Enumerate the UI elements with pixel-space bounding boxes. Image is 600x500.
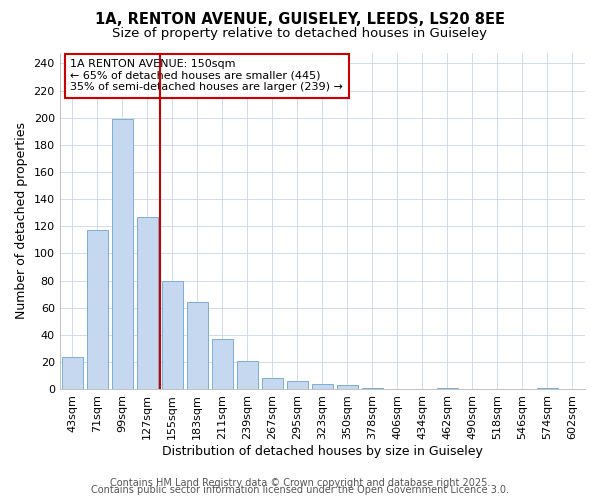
Bar [187,302,208,389]
Y-axis label: Number of detached properties: Number of detached properties [15,122,28,320]
X-axis label: Distribution of detached houses by size in Guiseley: Distribution of detached houses by size … [162,444,483,458]
Text: 1A, RENTON AVENUE, GUISELEY, LEEDS, LS20 8EE: 1A, RENTON AVENUE, GUISELEY, LEEDS, LS20… [95,12,505,28]
Bar [537,388,558,389]
Text: Contains public sector information licensed under the Open Government Licence 3.: Contains public sector information licen… [91,485,509,495]
Bar [137,216,158,389]
Text: Contains HM Land Registry data © Crown copyright and database right 2025.: Contains HM Land Registry data © Crown c… [110,478,490,488]
Bar [161,280,183,389]
Bar [62,356,83,389]
Text: Size of property relative to detached houses in Guiseley: Size of property relative to detached ho… [113,28,487,40]
Bar [437,388,458,389]
Bar [262,378,283,389]
Bar [362,388,383,389]
Bar [212,339,233,389]
Bar [236,360,258,389]
Bar [287,381,308,389]
Bar [337,385,358,389]
Bar [112,119,133,389]
Bar [312,384,333,389]
Bar [86,230,108,389]
Text: 1A RENTON AVENUE: 150sqm
← 65% of detached houses are smaller (445)
35% of semi-: 1A RENTON AVENUE: 150sqm ← 65% of detach… [70,59,343,92]
